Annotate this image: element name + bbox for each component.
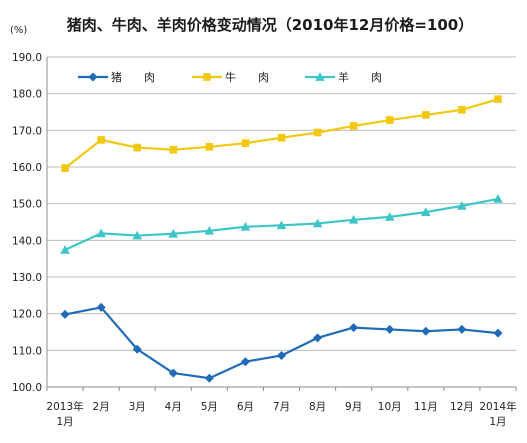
y-tick-label: 110.0 <box>12 345 42 357</box>
y-tick-label: 180.0 <box>12 89 42 101</box>
data-point <box>349 323 359 333</box>
y-tick-label: 170.0 <box>12 125 42 137</box>
y-tick-label: 120.0 <box>12 309 42 321</box>
data-point <box>240 357 250 367</box>
series-diamond <box>60 302 503 383</box>
x-tick-label: 5月 <box>201 401 218 413</box>
x-tick-label: 4月 <box>165 401 182 413</box>
x-tick-label: 8月 <box>309 401 326 413</box>
data-point <box>204 373 214 383</box>
legend: 猪 肉牛 肉羊 肉 <box>78 70 382 84</box>
data-point <box>133 143 141 152</box>
y-axis-unit: (%) <box>10 25 27 36</box>
series-line <box>64 306 499 380</box>
y-tick-labels: 100.0 110.0 120.0 130.0 140.0 150.0 160.0 170.0… <box>12 52 42 394</box>
legend-label: 猪 肉 <box>111 71 155 84</box>
data-point <box>422 111 430 119</box>
legend-marker <box>315 72 325 81</box>
data-point <box>204 226 215 235</box>
data-point <box>494 95 502 103</box>
series-triangle <box>60 194 503 254</box>
data-point <box>385 116 394 124</box>
legend-item: 羊 肉 <box>305 70 382 84</box>
data-point <box>458 106 466 114</box>
axes <box>46 57 517 391</box>
data-point <box>60 309 70 319</box>
data-point <box>96 228 106 238</box>
data-point <box>277 350 286 360</box>
data-point <box>169 145 178 154</box>
x-tick-label: 9月 <box>345 401 362 413</box>
data-point <box>205 143 214 151</box>
data-point <box>241 139 250 147</box>
x-tick-label: 2月 <box>93 401 110 413</box>
x-tick-label: 11月 <box>414 401 438 413</box>
data-point <box>277 133 286 142</box>
legend-label: 牛 肉 <box>225 70 269 84</box>
x-tick-label: 7月 <box>273 401 290 413</box>
data-point <box>493 194 503 203</box>
y-tick-label: 160.0 <box>12 162 42 174</box>
y-tick-label: 150.0 <box>12 199 42 211</box>
data-point <box>97 136 105 144</box>
x-tick-label: 10月 <box>378 401 402 413</box>
data-point <box>168 368 178 378</box>
data-point <box>384 212 395 221</box>
data-point <box>60 245 70 254</box>
grid-lines <box>47 56 516 351</box>
data-point <box>240 221 251 231</box>
x-tick-label: 1月 <box>489 416 506 428</box>
data-point <box>61 164 69 172</box>
legend-marker <box>203 73 211 81</box>
chart-title: 猪肉、牛肉、羊肉价格变动情况（2010年12月价格=100） <box>66 16 474 34</box>
y-tick-label: 190.0 <box>12 52 42 64</box>
x-tick-label: 6月 <box>237 401 254 413</box>
data-point <box>168 228 179 238</box>
x-tick-label: 12月 <box>450 401 474 413</box>
x-tick-label: 1月 <box>56 416 73 428</box>
data-point <box>96 302 106 312</box>
data-point <box>385 324 395 334</box>
data-point <box>421 326 431 336</box>
x-tick-label: 2014年 <box>479 400 516 413</box>
data-point <box>457 324 467 334</box>
x-tick-labels: 2013年 1月 2月 3月 4月 5月 6月 7月 8月 9月 10月 11月 12月 2014年 1月 <box>46 400 516 428</box>
legend-item: 牛 肉 <box>192 70 269 84</box>
legend-label: 羊 肉 <box>338 70 382 84</box>
data-point <box>276 220 287 230</box>
data-point <box>348 215 359 224</box>
data-point <box>349 122 358 130</box>
x-tick-label: 3月 <box>129 401 146 413</box>
data-point <box>457 201 467 210</box>
data-point <box>132 344 142 354</box>
series-square <box>61 95 502 172</box>
y-tick-label: 100.0 <box>12 382 42 394</box>
series-group <box>60 95 503 383</box>
data-point <box>313 333 323 343</box>
data-point <box>421 207 431 216</box>
series-line <box>64 98 499 169</box>
legend-marker <box>88 72 98 82</box>
legend-item: 猪 肉 <box>78 71 155 84</box>
y-tick-label: 130.0 <box>12 272 42 284</box>
x-tick-label: 2013年 <box>46 400 83 413</box>
y-tick-label: 140.0 <box>12 235 42 247</box>
data-point <box>132 230 142 240</box>
data-point <box>313 128 322 137</box>
data-point <box>493 328 503 338</box>
data-point <box>312 218 323 228</box>
